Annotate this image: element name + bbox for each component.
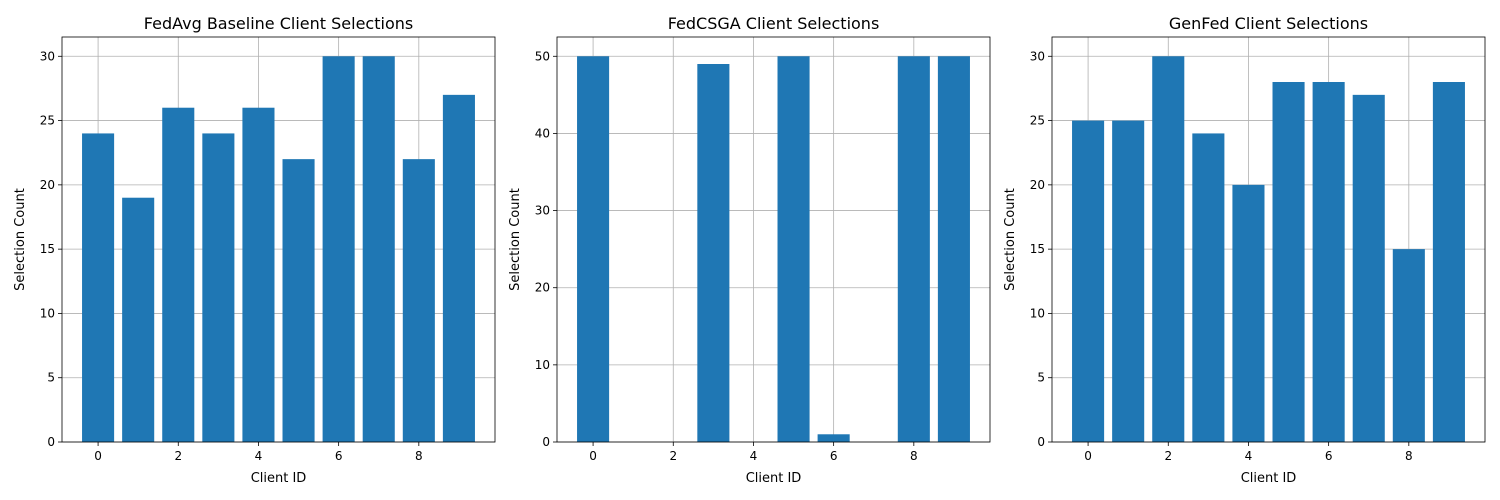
x-axis-label: Client ID: [251, 471, 307, 486]
x-tick-label: 8: [1405, 449, 1413, 463]
bar-client-5: [777, 56, 810, 443]
bar-client-0: [82, 133, 115, 442]
chart-panel-0: 0 2 4 6 8 0 5 10 15 20 25 30 FedAvg Baseline Client …: [13, 14, 496, 486]
chart-title: FedCSGA Client Selections: [668, 14, 880, 33]
bar-client-7: [362, 56, 395, 443]
y-tick-label: 50: [535, 49, 550, 63]
x-tick-label: 8: [910, 449, 918, 463]
x-axis-label: Client ID: [1241, 471, 1297, 486]
y-tick-label: 25: [1030, 114, 1045, 128]
bar-client-2: [162, 107, 195, 442]
bar-client-3: [1192, 133, 1225, 442]
y-axis-label: Selection Count: [1003, 188, 1018, 291]
bar-client-8: [897, 56, 930, 443]
y-tick-label: 30: [40, 49, 55, 63]
axes-frame: [556, 36, 991, 443]
y-tick-label: 30: [1030, 49, 1045, 63]
chart-panel-1: 0 2 4 6 8 0 10 20 30 40 50 FedCSGA Client Selection…: [508, 14, 991, 486]
bar-client-5: [1272, 82, 1305, 442]
x-axis-label: Client ID: [746, 471, 802, 486]
bar-client-3: [697, 64, 730, 442]
x-tick-label: 2: [174, 449, 182, 463]
axes-frame: [1051, 36, 1486, 443]
x-tick-label: 4: [1245, 449, 1253, 463]
bar-client-3: [202, 133, 235, 442]
x-tick-label: 6: [830, 449, 838, 463]
bar-client-8: [402, 159, 435, 442]
y-axis-label: Selection Count: [13, 188, 28, 291]
x-tick-label: 0: [589, 449, 597, 463]
bar-client-6: [1312, 82, 1345, 442]
bar-client-2: [1152, 56, 1185, 443]
x-tick-label: 6: [335, 449, 343, 463]
y-tick-label: 10: [40, 306, 55, 320]
bar-client-0: [577, 56, 610, 443]
y-tick-label: 10: [1030, 306, 1045, 320]
y-tick-label: 0: [47, 435, 55, 449]
y-tick-label: 20: [1030, 178, 1045, 192]
bar-client-1: [1112, 120, 1145, 443]
bar-client-4: [242, 107, 275, 442]
y-tick-label: 40: [535, 126, 550, 140]
y-tick-label: 25: [40, 114, 55, 128]
y-tick-label: 15: [1030, 242, 1045, 256]
bar-client-9: [442, 94, 475, 442]
y-tick-label: 0: [1037, 435, 1045, 449]
y-tick-label: 20: [535, 281, 550, 295]
x-tick-label: 4: [255, 449, 263, 463]
y-tick-label: 0: [542, 435, 550, 449]
chart-title: GenFed Client Selections: [1169, 14, 1368, 33]
chart-panel-2: 0 2 4 6 8 0 5 10 15 20 25 30 GenFed Client Selection…: [1003, 14, 1486, 486]
x-tick-label: 2: [669, 449, 677, 463]
y-tick-label: 5: [1037, 371, 1045, 385]
bar-client-0: [1072, 120, 1105, 443]
bar-client-6: [322, 56, 355, 443]
axes-frame: [61, 36, 496, 443]
y-tick-label: 5: [47, 371, 55, 385]
y-tick-label: 30: [535, 204, 550, 218]
bar-client-8: [1392, 249, 1425, 442]
y-tick-label: 10: [535, 358, 550, 372]
chart-title: FedAvg Baseline Client Selections: [144, 14, 413, 33]
x-tick-label: 0: [1084, 449, 1092, 463]
bar-client-4: [1232, 184, 1265, 442]
y-tick-label: 20: [40, 178, 55, 192]
bar-client-5: [282, 159, 315, 442]
x-tick-label: 2: [1164, 449, 1172, 463]
y-tick-label: 15: [40, 242, 55, 256]
bar-client-9: [1432, 82, 1465, 442]
x-tick-label: 0: [94, 449, 102, 463]
bar-client-9: [937, 56, 970, 443]
y-axis-label: Selection Count: [508, 188, 523, 291]
x-tick-label: 4: [750, 449, 758, 463]
x-tick-label: 8: [415, 449, 423, 463]
bar-client-6: [817, 434, 850, 442]
bar-client-7: [1352, 94, 1385, 442]
x-tick-label: 6: [1325, 449, 1333, 463]
bar-client-1: [122, 197, 155, 442]
